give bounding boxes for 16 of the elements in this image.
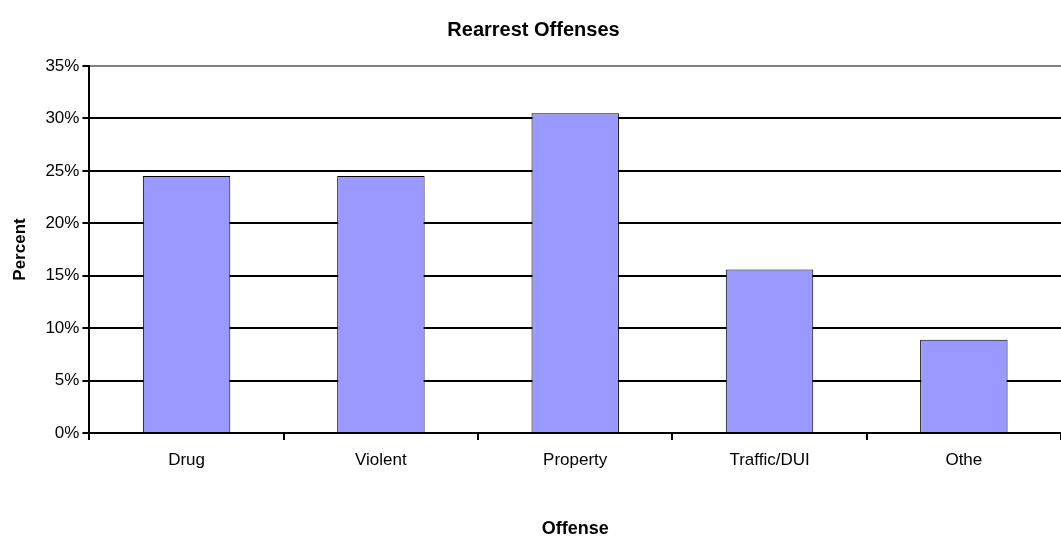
y-tick-label: 5% bbox=[54, 370, 80, 390]
x-tick-label: Violent bbox=[355, 449, 407, 469]
y-tick-label: 35% bbox=[45, 55, 80, 75]
x-tick-label: Othe bbox=[945, 449, 983, 469]
x-tick-label: Property bbox=[543, 449, 608, 469]
x-tick-label: Traffic/DUI bbox=[729, 449, 810, 469]
x-tick-label: Drug bbox=[168, 449, 206, 469]
y-tick-label: 0% bbox=[54, 422, 80, 442]
y-tick-label: 10% bbox=[45, 317, 80, 337]
y-axis-title: Percent bbox=[9, 217, 29, 281]
y-tick-label: 20% bbox=[45, 212, 80, 232]
chart-title: Rearrest Offenses bbox=[447, 17, 620, 40]
y-tick-label: 25% bbox=[45, 160, 80, 180]
y-tick-label: 30% bbox=[45, 108, 80, 128]
x-axis-title: Offense bbox=[541, 518, 609, 539]
y-tick-label: 15% bbox=[45, 265, 80, 285]
